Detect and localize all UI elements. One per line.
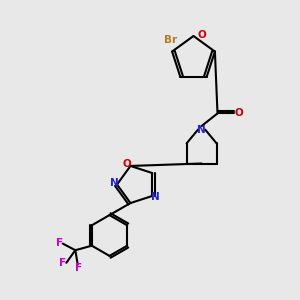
Text: N: N [110,178,118,188]
Text: Br: Br [164,35,177,45]
Text: O: O [235,108,244,118]
Text: N: N [151,193,160,202]
Text: O: O [122,159,131,169]
Text: F: F [75,263,82,273]
Text: F: F [59,258,66,268]
Text: F: F [56,238,63,248]
Text: O: O [197,29,206,40]
Text: N: N [197,124,206,135]
